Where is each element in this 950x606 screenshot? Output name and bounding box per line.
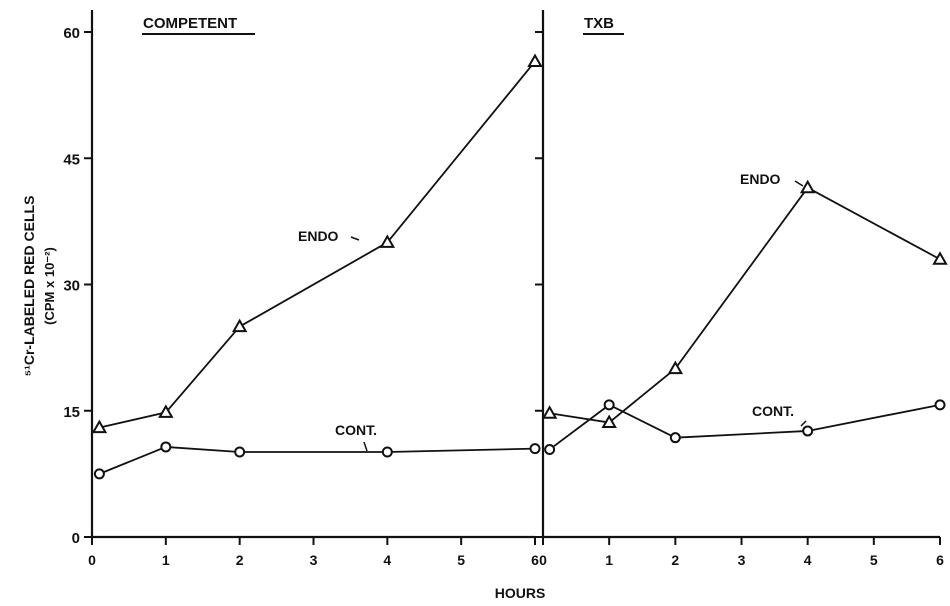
panel-title: COMPETENT xyxy=(143,15,237,32)
endo-point-marker xyxy=(527,53,543,67)
cont-point-marker xyxy=(802,425,814,437)
x-tick-label: 1 xyxy=(605,552,613,568)
series-label-leader xyxy=(794,180,804,187)
chart-panel-2: 0 1 2 3 4 5 6 TXB ENDO CONT. xyxy=(535,10,948,568)
y-axis-unit-label: (CPM x 10⁻²) xyxy=(42,247,57,325)
cont-point-marker xyxy=(669,432,681,444)
cont-point-marker xyxy=(529,443,541,455)
cont-point-marker xyxy=(934,399,946,411)
x-tick-label: 3 xyxy=(310,552,318,568)
x-tick-label: 2 xyxy=(236,552,244,568)
x-tick-label: 5 xyxy=(870,552,878,568)
series-line-endo xyxy=(549,186,941,424)
y-tick-label: 60 xyxy=(63,25,80,42)
endo-point-marker xyxy=(231,318,248,333)
cont-point-marker xyxy=(603,399,615,411)
endo-point-marker xyxy=(379,234,396,248)
cont-point-marker xyxy=(93,468,105,480)
x-tick-label: 0 xyxy=(539,552,547,568)
cont-point-marker xyxy=(544,443,556,455)
endo-point-marker xyxy=(667,360,684,375)
series-label: ENDO xyxy=(298,228,339,244)
series-label-leader xyxy=(350,236,360,241)
series-label: CONT. xyxy=(752,403,794,419)
cont-point-marker xyxy=(160,441,172,453)
x-tick-label: 5 xyxy=(457,552,465,568)
cont-point-marker xyxy=(234,446,246,458)
x-tick-label: 2 xyxy=(671,552,679,568)
x-tick-label: 4 xyxy=(383,552,391,568)
endo-point-marker xyxy=(158,404,174,418)
y-tick-label: 0 xyxy=(72,530,80,547)
endo-point-marker xyxy=(91,419,108,434)
x-axis-label: HOURS xyxy=(495,585,546,601)
series-line-endo xyxy=(99,60,536,429)
y-axis-label: ⁵¹Cr-LABELED RED CELLS xyxy=(21,196,37,377)
series-label-leader xyxy=(800,420,807,427)
series-label: ENDO xyxy=(740,171,781,187)
x-tick-label: 1 xyxy=(162,552,170,568)
x-tick-label: 6 xyxy=(936,552,944,568)
endo-point-marker xyxy=(799,179,816,194)
cont-point-marker xyxy=(381,446,393,458)
x-tick-label: 3 xyxy=(738,552,746,568)
x-tick-label: 0 xyxy=(88,552,96,568)
y-tick-label: 45 xyxy=(63,151,80,168)
x-tick-label: 6 xyxy=(531,552,539,568)
y-axis-label-group: ⁵¹Cr-LABELED RED CELLS (CPM x 10⁻²) xyxy=(21,196,57,377)
y-tick-label: 15 xyxy=(63,404,80,421)
endo-point-marker xyxy=(601,414,617,429)
y-tick-label: 30 xyxy=(63,278,80,295)
x-tick-label: 4 xyxy=(804,552,812,568)
endo-point-marker xyxy=(541,405,558,419)
endo-point-marker xyxy=(932,251,948,265)
series-label-leader xyxy=(363,441,368,452)
series-label: CONT. xyxy=(335,422,377,438)
panel-title: TXB xyxy=(584,15,614,32)
